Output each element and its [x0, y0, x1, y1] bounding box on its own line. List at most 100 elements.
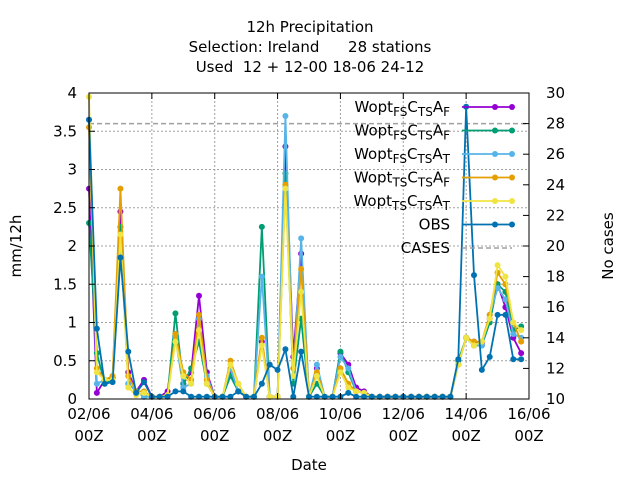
- series-point: [180, 373, 187, 380]
- series-point: [227, 361, 234, 368]
- series-point: [172, 338, 179, 345]
- series-point: [93, 369, 100, 376]
- y2-axis-label: No cases: [599, 212, 617, 280]
- series-point: [117, 254, 124, 261]
- x-tick-label: 14/06: [445, 405, 488, 423]
- series-point: [141, 379, 147, 386]
- x-tick-label: 00Z: [137, 427, 166, 445]
- series-point: [298, 265, 305, 272]
- series-layer: [86, 93, 525, 400]
- series-point: [486, 315, 493, 322]
- y-tick-label: 3: [67, 161, 77, 179]
- series-point: [258, 342, 265, 349]
- x-tick-label: 16/06: [507, 405, 550, 423]
- axes: 02/06 00Z 04/06 00Z 06/06 00Z 08/06 00Z 10/06 00Z…: [53, 84, 565, 445]
- series-point: [337, 369, 344, 376]
- series-point: [235, 380, 242, 387]
- series-point: [203, 393, 210, 400]
- series-point: [392, 393, 399, 400]
- series-point: [471, 272, 477, 279]
- series-point: [93, 325, 100, 332]
- series-point: [227, 393, 234, 400]
- series-point: [431, 393, 438, 400]
- series-point: [353, 388, 360, 395]
- legend-key-marker: [492, 174, 498, 181]
- series-point: [368, 393, 375, 400]
- series-point: [180, 388, 187, 395]
- y-tick-label: 0: [67, 390, 77, 408]
- series-point: [266, 361, 273, 368]
- y-tick-label: 4: [67, 84, 77, 102]
- series-point: [494, 311, 501, 318]
- y-tick-label: 0.5: [53, 352, 77, 370]
- series-point: [345, 384, 352, 391]
- series-point: [172, 330, 179, 337]
- y2-tick-label: 18: [546, 268, 565, 286]
- y2-tick-label: 24: [546, 176, 565, 194]
- y2-tick-label: 26: [546, 145, 565, 163]
- legend-key-marker: [509, 127, 515, 134]
- x-tick-label: 00Z: [514, 427, 543, 445]
- x-tick-label: 00Z: [74, 427, 103, 445]
- series-point: [251, 393, 257, 400]
- series-point: [494, 285, 501, 292]
- series-point: [93, 389, 100, 396]
- y2-tick-label: 30: [546, 84, 565, 102]
- chart-title-line-1: 12h Precipitation: [246, 18, 373, 36]
- x-tick-label: 02/06: [67, 405, 110, 423]
- series-point: [416, 393, 422, 400]
- series-line: [88, 96, 522, 398]
- series-point: [243, 393, 250, 400]
- x-axis-label: Date: [291, 456, 327, 474]
- y-tick-label: 3.5: [53, 122, 77, 140]
- x-tick-label: 00Z: [389, 427, 418, 445]
- series-point: [486, 353, 493, 360]
- y2-tick-label: 16: [546, 298, 565, 316]
- legend-key-marker: [509, 198, 515, 204]
- series-point: [510, 319, 517, 326]
- series-point: [219, 393, 226, 400]
- series-point: [290, 373, 297, 380]
- series-point: [447, 393, 454, 400]
- series-point: [463, 334, 470, 341]
- series-point: [455, 356, 462, 363]
- series-point: [306, 393, 312, 400]
- series-point: [345, 365, 352, 372]
- legend-label: WoptTSCTSAF: [354, 169, 450, 190]
- x-tick-label: 06/06: [193, 405, 236, 423]
- series-point: [510, 330, 517, 337]
- legend-label: WoptFSCTSAF: [355, 122, 451, 143]
- legend-label: CASES: [401, 239, 450, 257]
- legend-label: OBS: [419, 216, 450, 234]
- series-point: [298, 348, 305, 355]
- series-point: [313, 393, 320, 400]
- legend-key-marker: [492, 127, 498, 134]
- series-point: [172, 310, 179, 317]
- series-point: [471, 342, 477, 349]
- series-point: [125, 348, 132, 355]
- legend-key-marker: [492, 221, 498, 228]
- series-point: [376, 393, 383, 400]
- series-point: [408, 393, 415, 400]
- series-point: [235, 388, 242, 395]
- series-point: [321, 393, 328, 400]
- series-point: [384, 393, 391, 400]
- series-point: [258, 380, 265, 387]
- series-point: [502, 273, 509, 280]
- x-tick-label: 10/06: [319, 405, 362, 423]
- y2-tick-label: 22: [546, 206, 565, 224]
- series-point: [117, 231, 124, 238]
- series-point: [133, 389, 140, 396]
- series-point: [141, 389, 147, 396]
- series-point: [290, 393, 297, 400]
- series-point: [258, 223, 265, 230]
- legend-key-marker: [492, 198, 498, 204]
- series-point: [439, 393, 446, 400]
- y2-tick-label: 20: [546, 237, 565, 255]
- y-axis-label: mm/12h: [7, 215, 25, 278]
- x-tick-label: 00Z: [326, 427, 355, 445]
- series-point: [313, 361, 320, 368]
- series-point: [518, 338, 525, 345]
- legend-key-marker: [509, 151, 515, 157]
- series-point: [196, 311, 202, 318]
